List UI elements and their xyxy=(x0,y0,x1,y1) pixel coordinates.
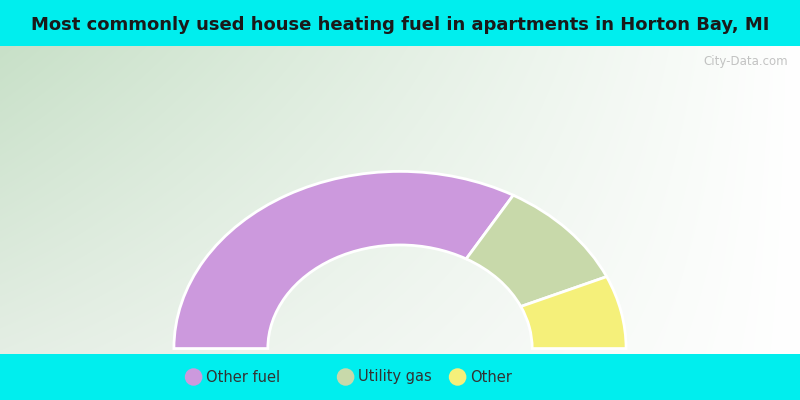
Text: Most commonly used house heating fuel in apartments in Horton Bay, MI: Most commonly used house heating fuel in… xyxy=(31,16,769,34)
Ellipse shape xyxy=(449,368,466,386)
Text: City-Data.com: City-Data.com xyxy=(703,55,788,68)
Wedge shape xyxy=(174,171,514,348)
Ellipse shape xyxy=(185,368,202,386)
Text: Other fuel: Other fuel xyxy=(206,370,281,384)
Ellipse shape xyxy=(337,368,354,386)
Wedge shape xyxy=(521,277,626,348)
Text: Other: Other xyxy=(470,370,512,384)
Text: Utility gas: Utility gas xyxy=(358,370,432,384)
Wedge shape xyxy=(466,195,606,306)
